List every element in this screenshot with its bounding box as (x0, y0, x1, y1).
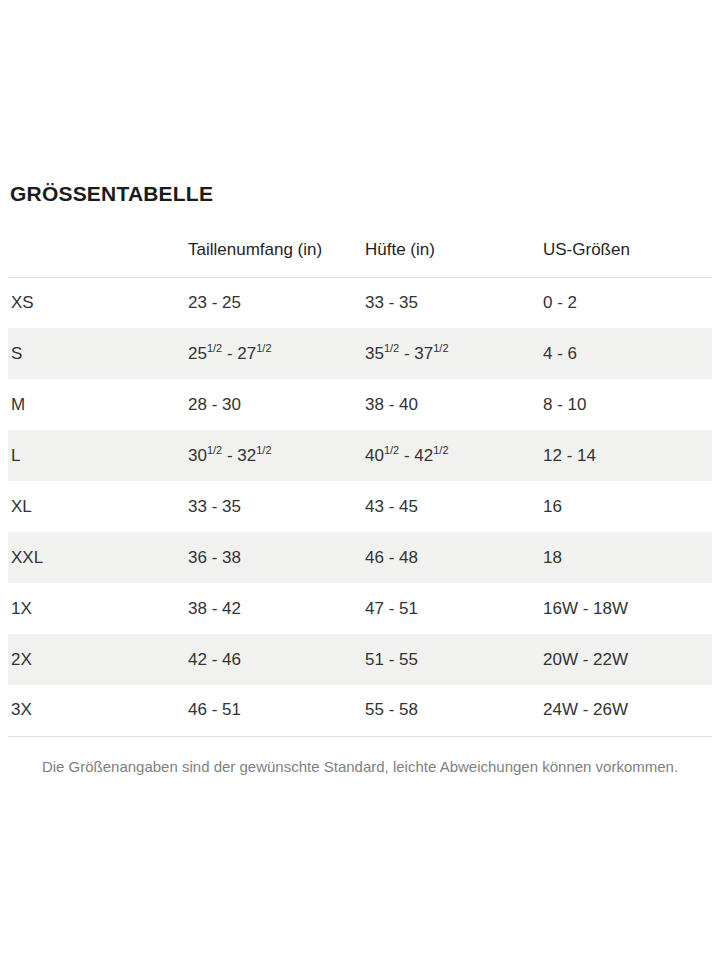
cell-waist: 23 - 25 (188, 277, 365, 328)
table-row: 1X38 - 4247 - 5116W - 18W (8, 583, 712, 634)
cell-us: 20W - 22W (543, 634, 712, 685)
cell-us: 4 - 6 (543, 328, 712, 379)
cell-waist: 36 - 38 (188, 532, 365, 583)
col-header-size (8, 209, 188, 277)
page-title: GRÖSSENTABELLE (10, 0, 712, 207)
cell-hip: 47 - 51 (365, 583, 543, 634)
cell-size: L (8, 430, 188, 481)
table-row: XL33 - 3543 - 4516 (8, 481, 712, 532)
cell-waist: 38 - 42 (188, 583, 365, 634)
size-chart-page: GRÖSSENTABELLE Taillenumfang (in) Hüfte … (0, 0, 720, 776)
col-header-us: US-Größen (543, 209, 712, 277)
cell-waist: 251/2 - 271/2 (188, 328, 365, 379)
cell-size: S (8, 328, 188, 379)
cell-us: 12 - 14 (543, 430, 712, 481)
cell-size: M (8, 379, 188, 430)
table-row: 2X42 - 4651 - 5520W - 22W (8, 634, 712, 685)
cell-us: 16 (543, 481, 712, 532)
table-row: XXL36 - 3846 - 4818 (8, 532, 712, 583)
cell-size: 3X (8, 685, 188, 736)
cell-waist: 33 - 35 (188, 481, 365, 532)
cell-size: XS (8, 277, 188, 328)
cell-hip: 51 - 55 (365, 634, 543, 685)
cell-size: XXL (8, 532, 188, 583)
cell-hip: 55 - 58 (365, 685, 543, 736)
cell-waist: 301/2 - 321/2 (188, 430, 365, 481)
cell-hip: 43 - 45 (365, 481, 543, 532)
cell-size: 2X (8, 634, 188, 685)
cell-waist: 46 - 51 (188, 685, 365, 736)
col-header-hip: Hüfte (in) (365, 209, 543, 277)
cell-waist: 28 - 30 (188, 379, 365, 430)
cell-hip: 38 - 40 (365, 379, 543, 430)
size-table-body: XS23 - 2533 - 350 - 2S251/2 - 271/2351/2… (8, 277, 712, 736)
footnote: Die Größenangaben sind der gewünschte St… (8, 757, 712, 776)
cell-us: 24W - 26W (543, 685, 712, 736)
cell-us: 16W - 18W (543, 583, 712, 634)
table-row: L301/2 - 321/2401/2 - 421/212 - 14 (8, 430, 712, 481)
cell-hip: 401/2 - 421/2 (365, 430, 543, 481)
size-table-header-row: Taillenumfang (in) Hüfte (in) US-Größen (8, 209, 712, 277)
size-table: Taillenumfang (in) Hüfte (in) US-Größen … (8, 209, 712, 737)
cell-hip: 33 - 35 (365, 277, 543, 328)
col-header-waist: Taillenumfang (in) (188, 209, 365, 277)
cell-us: 18 (543, 532, 712, 583)
table-row: M28 - 3038 - 408 - 10 (8, 379, 712, 430)
table-row: 3X46 - 5155 - 5824W - 26W (8, 685, 712, 736)
cell-size: 1X (8, 583, 188, 634)
table-row: XS23 - 2533 - 350 - 2 (8, 277, 712, 328)
cell-hip: 46 - 48 (365, 532, 543, 583)
cell-us: 8 - 10 (543, 379, 712, 430)
cell-size: XL (8, 481, 188, 532)
table-row: S251/2 - 271/2351/2 - 371/24 - 6 (8, 328, 712, 379)
cell-hip: 351/2 - 371/2 (365, 328, 543, 379)
cell-us: 0 - 2 (543, 277, 712, 328)
cell-waist: 42 - 46 (188, 634, 365, 685)
